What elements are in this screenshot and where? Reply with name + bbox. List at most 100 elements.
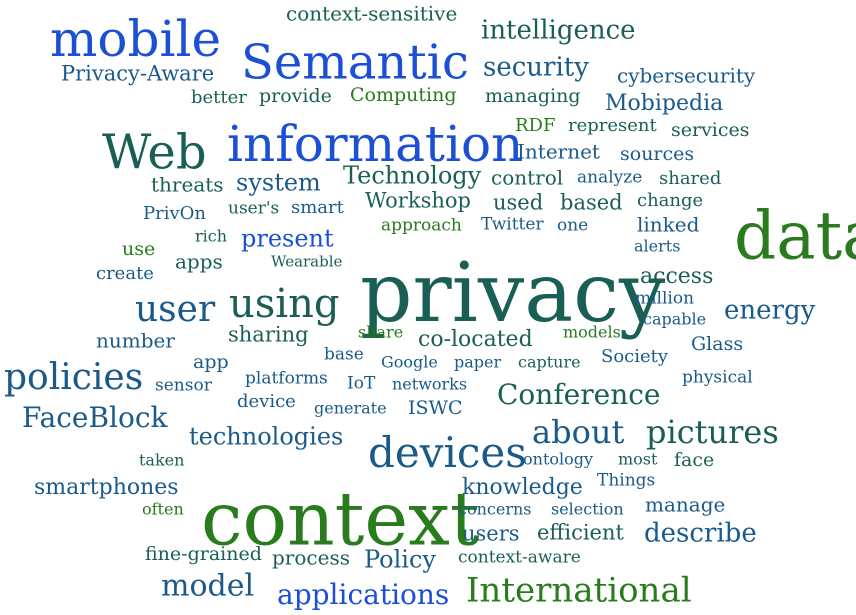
word-describe: describe bbox=[644, 518, 757, 549]
word-change: change bbox=[637, 189, 704, 211]
word-app: app bbox=[193, 351, 229, 374]
word-alerts: alerts bbox=[634, 236, 681, 256]
word-selection: selection bbox=[551, 499, 624, 519]
word-physical: physical bbox=[682, 367, 753, 388]
word-device: device bbox=[237, 390, 296, 412]
word-better: better bbox=[191, 86, 247, 108]
word-cybersecurity: cybersecurity bbox=[617, 63, 756, 88]
word-ontology: ontology bbox=[523, 449, 594, 469]
word-concerns: concerns bbox=[458, 499, 532, 519]
word-models: models bbox=[563, 322, 621, 342]
word-efficient: efficient bbox=[537, 520, 624, 545]
word-security: security bbox=[483, 52, 589, 83]
word-approach: approach bbox=[381, 215, 462, 236]
word-often: often bbox=[142, 499, 184, 519]
word-about: about bbox=[532, 413, 625, 452]
word-most: most bbox=[618, 449, 658, 469]
word-use: use bbox=[122, 238, 156, 261]
word-privon: PrivOn bbox=[143, 202, 206, 224]
word-using: using bbox=[229, 280, 340, 327]
word-things: Things bbox=[597, 470, 656, 491]
word-computing: Computing bbox=[350, 84, 457, 107]
word-information: information bbox=[227, 115, 524, 173]
word-linked: linked bbox=[637, 212, 700, 237]
word-share: share bbox=[358, 322, 404, 342]
word-glass: Glass bbox=[691, 333, 744, 356]
word-networks: networks bbox=[392, 374, 468, 394]
word-iswc: ISWC bbox=[408, 397, 463, 420]
word-conference: Conference bbox=[497, 378, 661, 412]
word-million: million bbox=[635, 288, 695, 309]
word-control: control bbox=[491, 165, 564, 190]
word-sensor: sensor bbox=[155, 375, 212, 396]
word-system: system bbox=[236, 168, 321, 197]
word-used: used bbox=[493, 190, 544, 215]
word-analyze: analyze bbox=[577, 167, 643, 188]
word-iot: IoT bbox=[347, 373, 376, 394]
word-model: model bbox=[161, 568, 255, 604]
word-provide: provide bbox=[259, 85, 332, 108]
word-face: face bbox=[674, 449, 715, 472]
word-base: base bbox=[324, 344, 364, 365]
word-apps: apps bbox=[175, 249, 223, 274]
word-generate: generate bbox=[314, 398, 387, 418]
word-society: Society bbox=[601, 345, 669, 367]
word-create: create bbox=[96, 262, 154, 284]
word-mobile: mobile bbox=[50, 10, 222, 68]
word-present: present bbox=[241, 224, 334, 253]
word-paper: paper bbox=[454, 352, 502, 372]
word-policies: policies bbox=[4, 356, 144, 398]
word-user: user bbox=[135, 288, 216, 330]
word-international: International bbox=[466, 570, 692, 611]
word-managing: managing bbox=[485, 85, 581, 108]
word-google: Google bbox=[381, 352, 438, 372]
word-internet: Internet bbox=[517, 139, 600, 164]
word-devices: devices bbox=[368, 428, 527, 478]
word-wearable: Wearable bbox=[271, 252, 343, 271]
word-based: based bbox=[560, 190, 623, 215]
word-technologies: technologies bbox=[189, 422, 344, 451]
word-rdf: RDF bbox=[515, 114, 556, 136]
word-semantic: Semantic bbox=[241, 34, 469, 91]
word-access: access bbox=[640, 263, 714, 289]
word-mobipedia: Mobipedia bbox=[605, 90, 724, 116]
word-intelligence: intelligence bbox=[481, 15, 636, 46]
word-number: number bbox=[96, 328, 175, 353]
word-represent: represent bbox=[568, 114, 657, 136]
word-privacy-aware: Privacy-Aware bbox=[61, 61, 215, 86]
word-policy: Policy bbox=[364, 545, 436, 574]
word-services: services bbox=[671, 119, 750, 142]
word-one: one bbox=[557, 215, 589, 236]
word-context: context bbox=[201, 476, 480, 563]
word-co-located: co-located bbox=[418, 326, 533, 352]
word-sharing: sharing bbox=[228, 322, 309, 347]
word-data: data bbox=[734, 197, 856, 275]
word-context-sensitive: context-sensitive bbox=[286, 1, 458, 26]
word-energy: energy bbox=[724, 295, 816, 326]
word-shared: shared bbox=[659, 167, 722, 189]
word-context-aware: context-aware bbox=[458, 547, 581, 568]
word-pictures: pictures bbox=[646, 413, 779, 452]
word-workshop: Workshop bbox=[365, 188, 471, 213]
word-privacy: privacy bbox=[360, 246, 666, 342]
word-sources: sources bbox=[620, 143, 695, 166]
word-capture: capture bbox=[518, 352, 581, 372]
word-process: process bbox=[272, 545, 350, 570]
word-knowledge: knowledge bbox=[462, 474, 583, 500]
word-manage: manage bbox=[645, 492, 726, 517]
word-faceblock: FaceBlock bbox=[22, 401, 168, 435]
word-users-apostrophe: user's bbox=[228, 198, 280, 219]
word-rich: rich bbox=[195, 226, 228, 246]
word-capable: capable bbox=[643, 309, 707, 329]
word-platforms: platforms bbox=[245, 368, 328, 389]
word-smartphones: smartphones bbox=[34, 474, 179, 500]
word-users: users bbox=[462, 521, 520, 546]
word-web: Web bbox=[102, 124, 207, 181]
word-taken: taken bbox=[139, 450, 185, 470]
word-threats: threats bbox=[151, 172, 224, 197]
word-applications: applications bbox=[277, 578, 450, 612]
word-fine-grained: fine-grained bbox=[145, 543, 262, 566]
word-technology: Technology bbox=[343, 161, 482, 190]
word-smart: smart bbox=[291, 196, 344, 218]
